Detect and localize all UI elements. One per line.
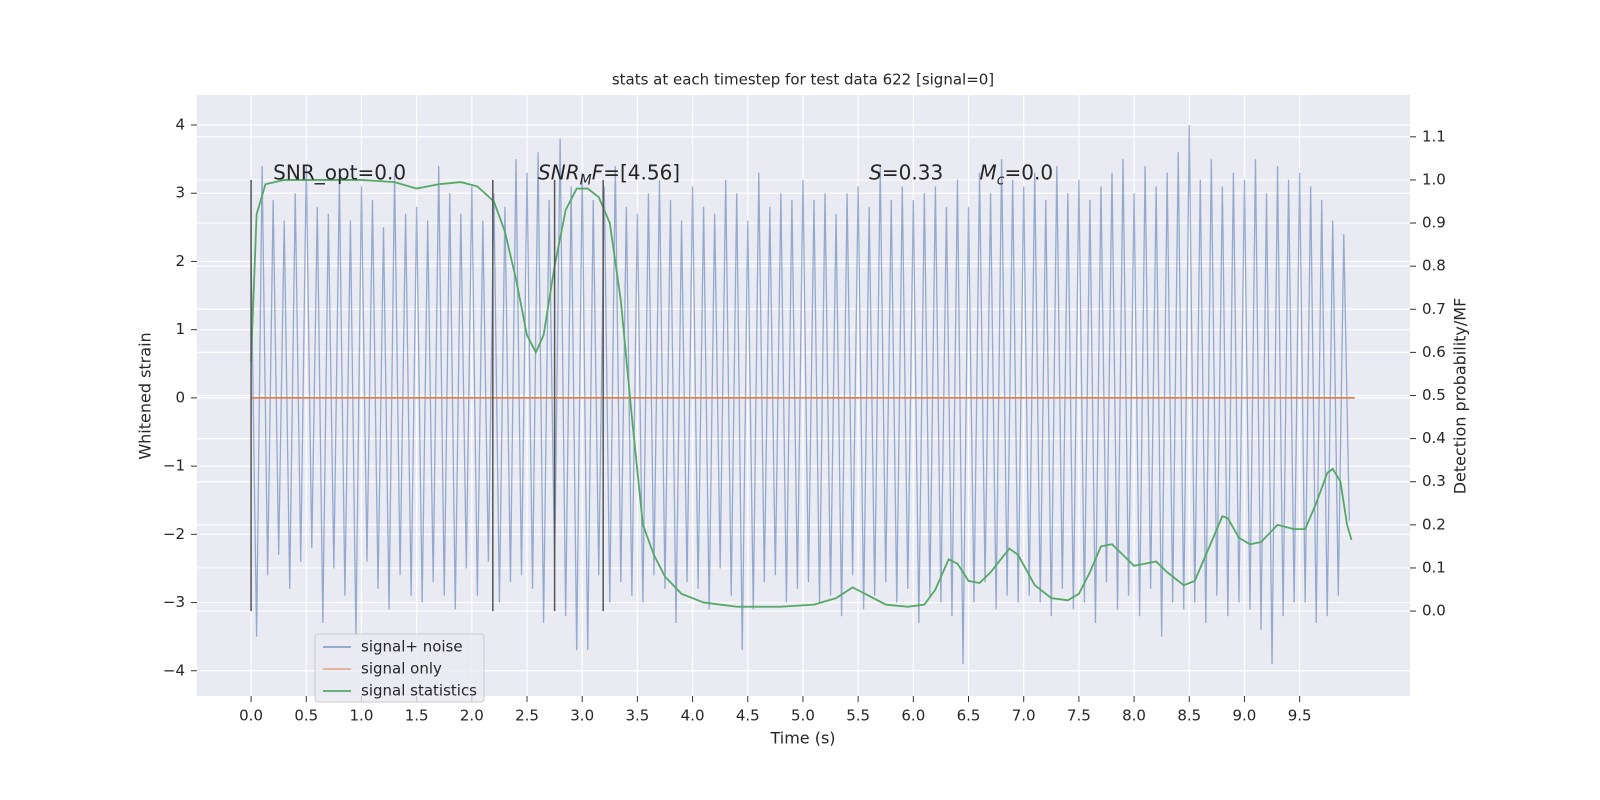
x-tick-label: 3.0 — [570, 707, 594, 725]
x-tick-label: 4.5 — [736, 707, 760, 725]
x-tick-label: 1.0 — [350, 707, 374, 725]
y2-tick-label: 1.0 — [1422, 170, 1446, 188]
legend-label: signal+ noise — [361, 638, 463, 656]
x-tick-label: 8.0 — [1122, 707, 1146, 725]
x-tick-label: 7.0 — [1012, 707, 1036, 725]
x-tick-label: 2.5 — [515, 707, 539, 725]
y2-tick-label: 0.8 — [1422, 257, 1446, 275]
annotation-part: SNR — [538, 161, 580, 185]
x-tick-label: 2.0 — [460, 707, 484, 725]
y-tick-label: 4 — [175, 116, 185, 134]
y-tick-label: 2 — [175, 252, 185, 270]
x-tick-label: 4.0 — [681, 707, 705, 725]
y2-tick-label: 0.3 — [1422, 472, 1446, 490]
x-tick-label: 0.0 — [239, 707, 263, 725]
annotation-part: M — [980, 161, 997, 185]
annotation: Mc=0.0 — [980, 161, 1054, 189]
legend-label: signal only — [361, 660, 442, 678]
x-tick-label: 5.5 — [846, 707, 870, 725]
y-axis-label: Whitened strain — [136, 332, 155, 459]
y-tick-label: −4 — [163, 661, 185, 679]
y2-tick-label: 0.2 — [1422, 515, 1446, 533]
legend-label: signal statistics — [361, 682, 477, 700]
y2-tick-label: 0.7 — [1422, 300, 1446, 318]
y2-tick-label: 1.1 — [1422, 127, 1446, 145]
x-axis-label: Time (s) — [769, 729, 835, 748]
y2-axis-label: Detection probability/MF — [1451, 298, 1470, 495]
line — [250, 179, 1353, 608]
y-tick-label: 3 — [175, 184, 185, 202]
legend-box — [314, 633, 485, 703]
annotation: SNRMF=[4.56] — [538, 161, 680, 189]
annotation: SNR_opt=0.0 — [273, 161, 406, 185]
annotation-part: =[4.56] — [603, 161, 680, 185]
annotation-part: M — [580, 173, 592, 189]
annotation-part: SNR_opt=0.0 — [273, 161, 406, 185]
annotation-part: S — [869, 161, 882, 185]
y2-tick-label: 0.4 — [1422, 429, 1446, 447]
x-tick-label: 6.5 — [957, 707, 981, 725]
x-tick-label: 0.5 — [294, 707, 318, 725]
x-tick-label: 3.5 — [625, 707, 649, 725]
x-tick-label: 6.0 — [901, 707, 925, 725]
x-tick-label: 7.5 — [1067, 707, 1091, 725]
y-tick-label: 0 — [175, 388, 185, 406]
annotation-part: F — [592, 161, 604, 185]
x-tick-label: 8.5 — [1177, 707, 1201, 725]
x-tick-label: 5.0 — [791, 707, 815, 725]
y-tick-label: 1 — [175, 320, 185, 338]
y2-tick-label: 0.6 — [1422, 343, 1446, 361]
line — [250, 125, 1350, 664]
x-tick-label: 9.5 — [1288, 707, 1312, 725]
y2-tick-label: 0.1 — [1422, 558, 1446, 576]
x-tick-label: 1.5 — [405, 707, 429, 725]
y2-tick-label: 0.5 — [1422, 386, 1446, 404]
annotation: S=0.33 — [869, 161, 943, 185]
annotation-part: =0.33 — [882, 161, 943, 185]
y2-tick-label: 0.9 — [1422, 214, 1446, 232]
y2-tick-label: 0.0 — [1422, 602, 1446, 620]
y-tick-label: −3 — [163, 593, 185, 611]
chart-title: stats at each timestep for test data 622… — [612, 71, 994, 89]
y-tick-label: −1 — [163, 457, 185, 475]
annotation-part: =0.0 — [1005, 161, 1054, 185]
y-tick-label: −2 — [163, 525, 185, 543]
x-tick-label: 9.0 — [1233, 707, 1257, 725]
annotation-part: c — [997, 173, 1005, 189]
